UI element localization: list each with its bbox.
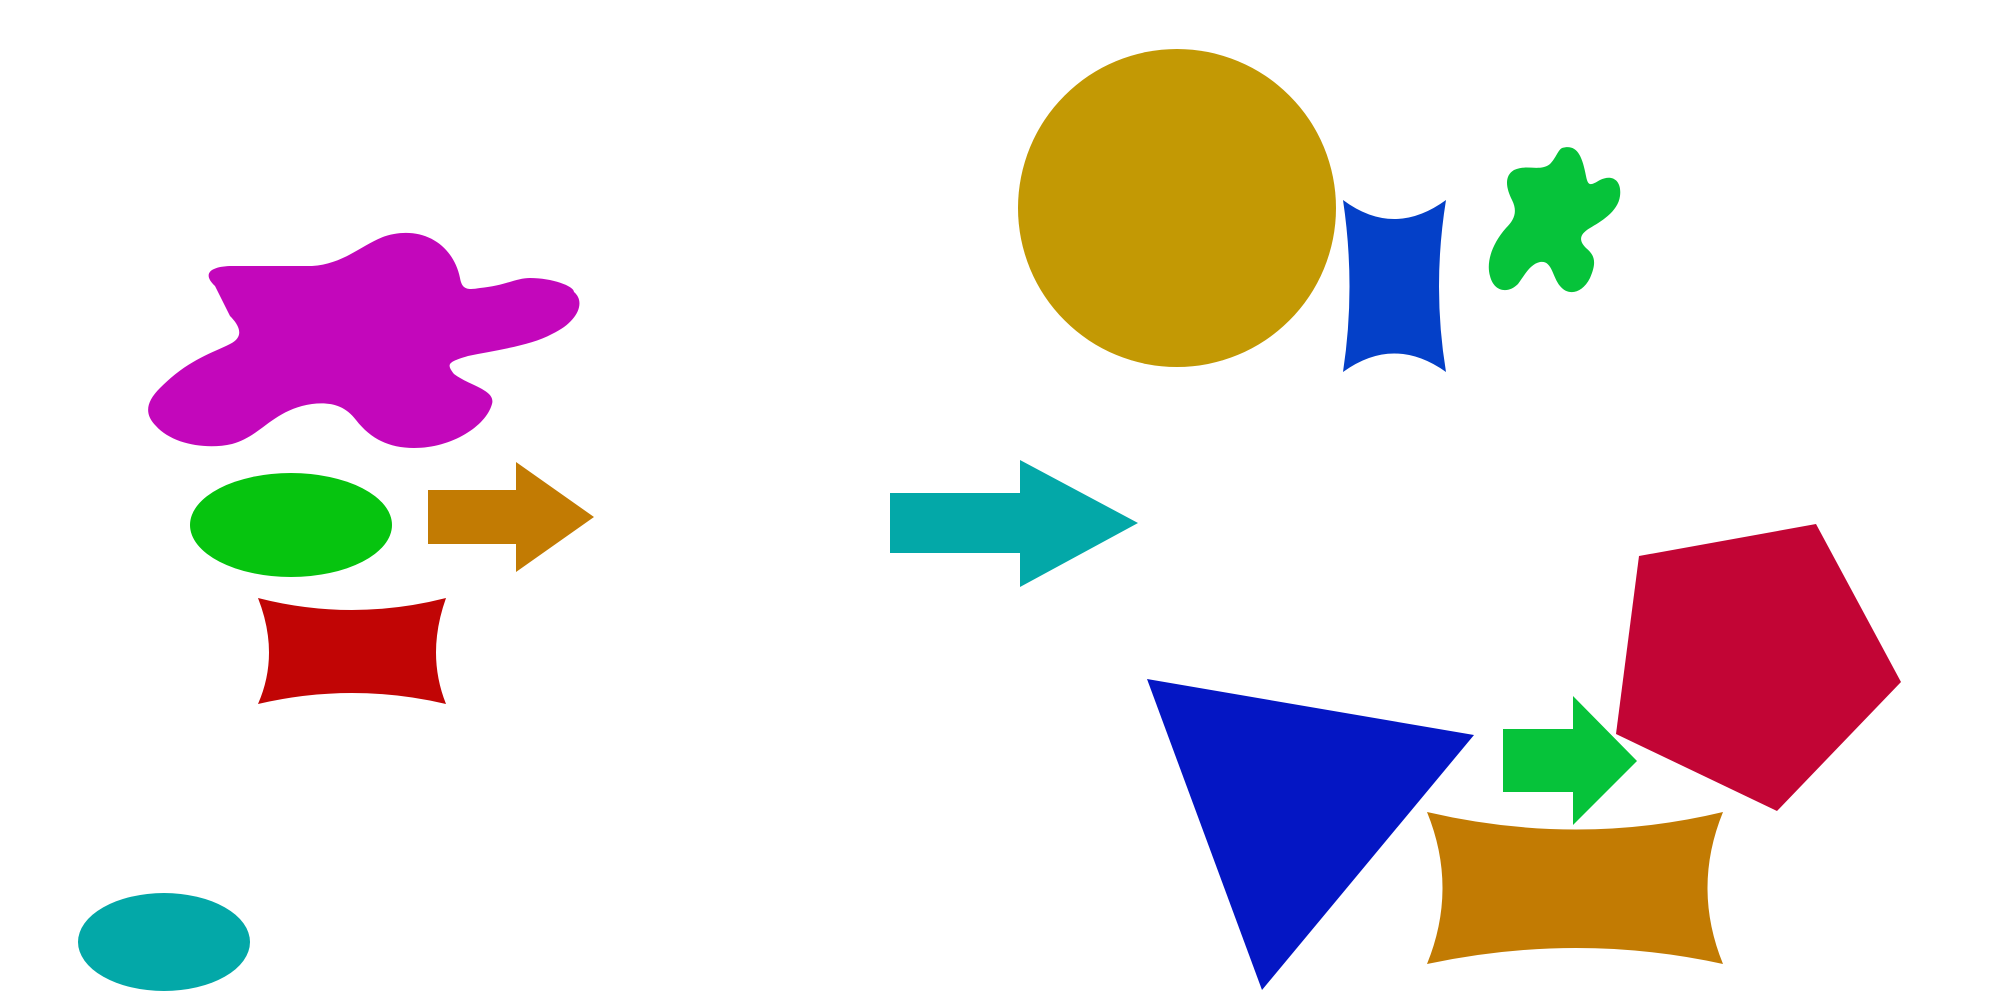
gold-circle-shape [1018, 49, 1336, 367]
orange-arrow-shape [428, 462, 594, 572]
crimson-pentagon-shape [1616, 524, 1901, 811]
magenta-blob-shape [148, 232, 580, 448]
blue-concave-rect-shape [1343, 200, 1446, 372]
red-concave-rect-shape [258, 598, 446, 704]
teal-arrow-shape [890, 460, 1138, 587]
green-ellipse-shape [190, 473, 392, 577]
green-arrow-shape [1503, 696, 1637, 825]
blue-triangle-shape [1147, 679, 1474, 990]
teal-ellipse-shape [78, 893, 250, 991]
green-blob-shape [1488, 147, 1621, 293]
orange-concave-rect-shape [1427, 812, 1723, 964]
